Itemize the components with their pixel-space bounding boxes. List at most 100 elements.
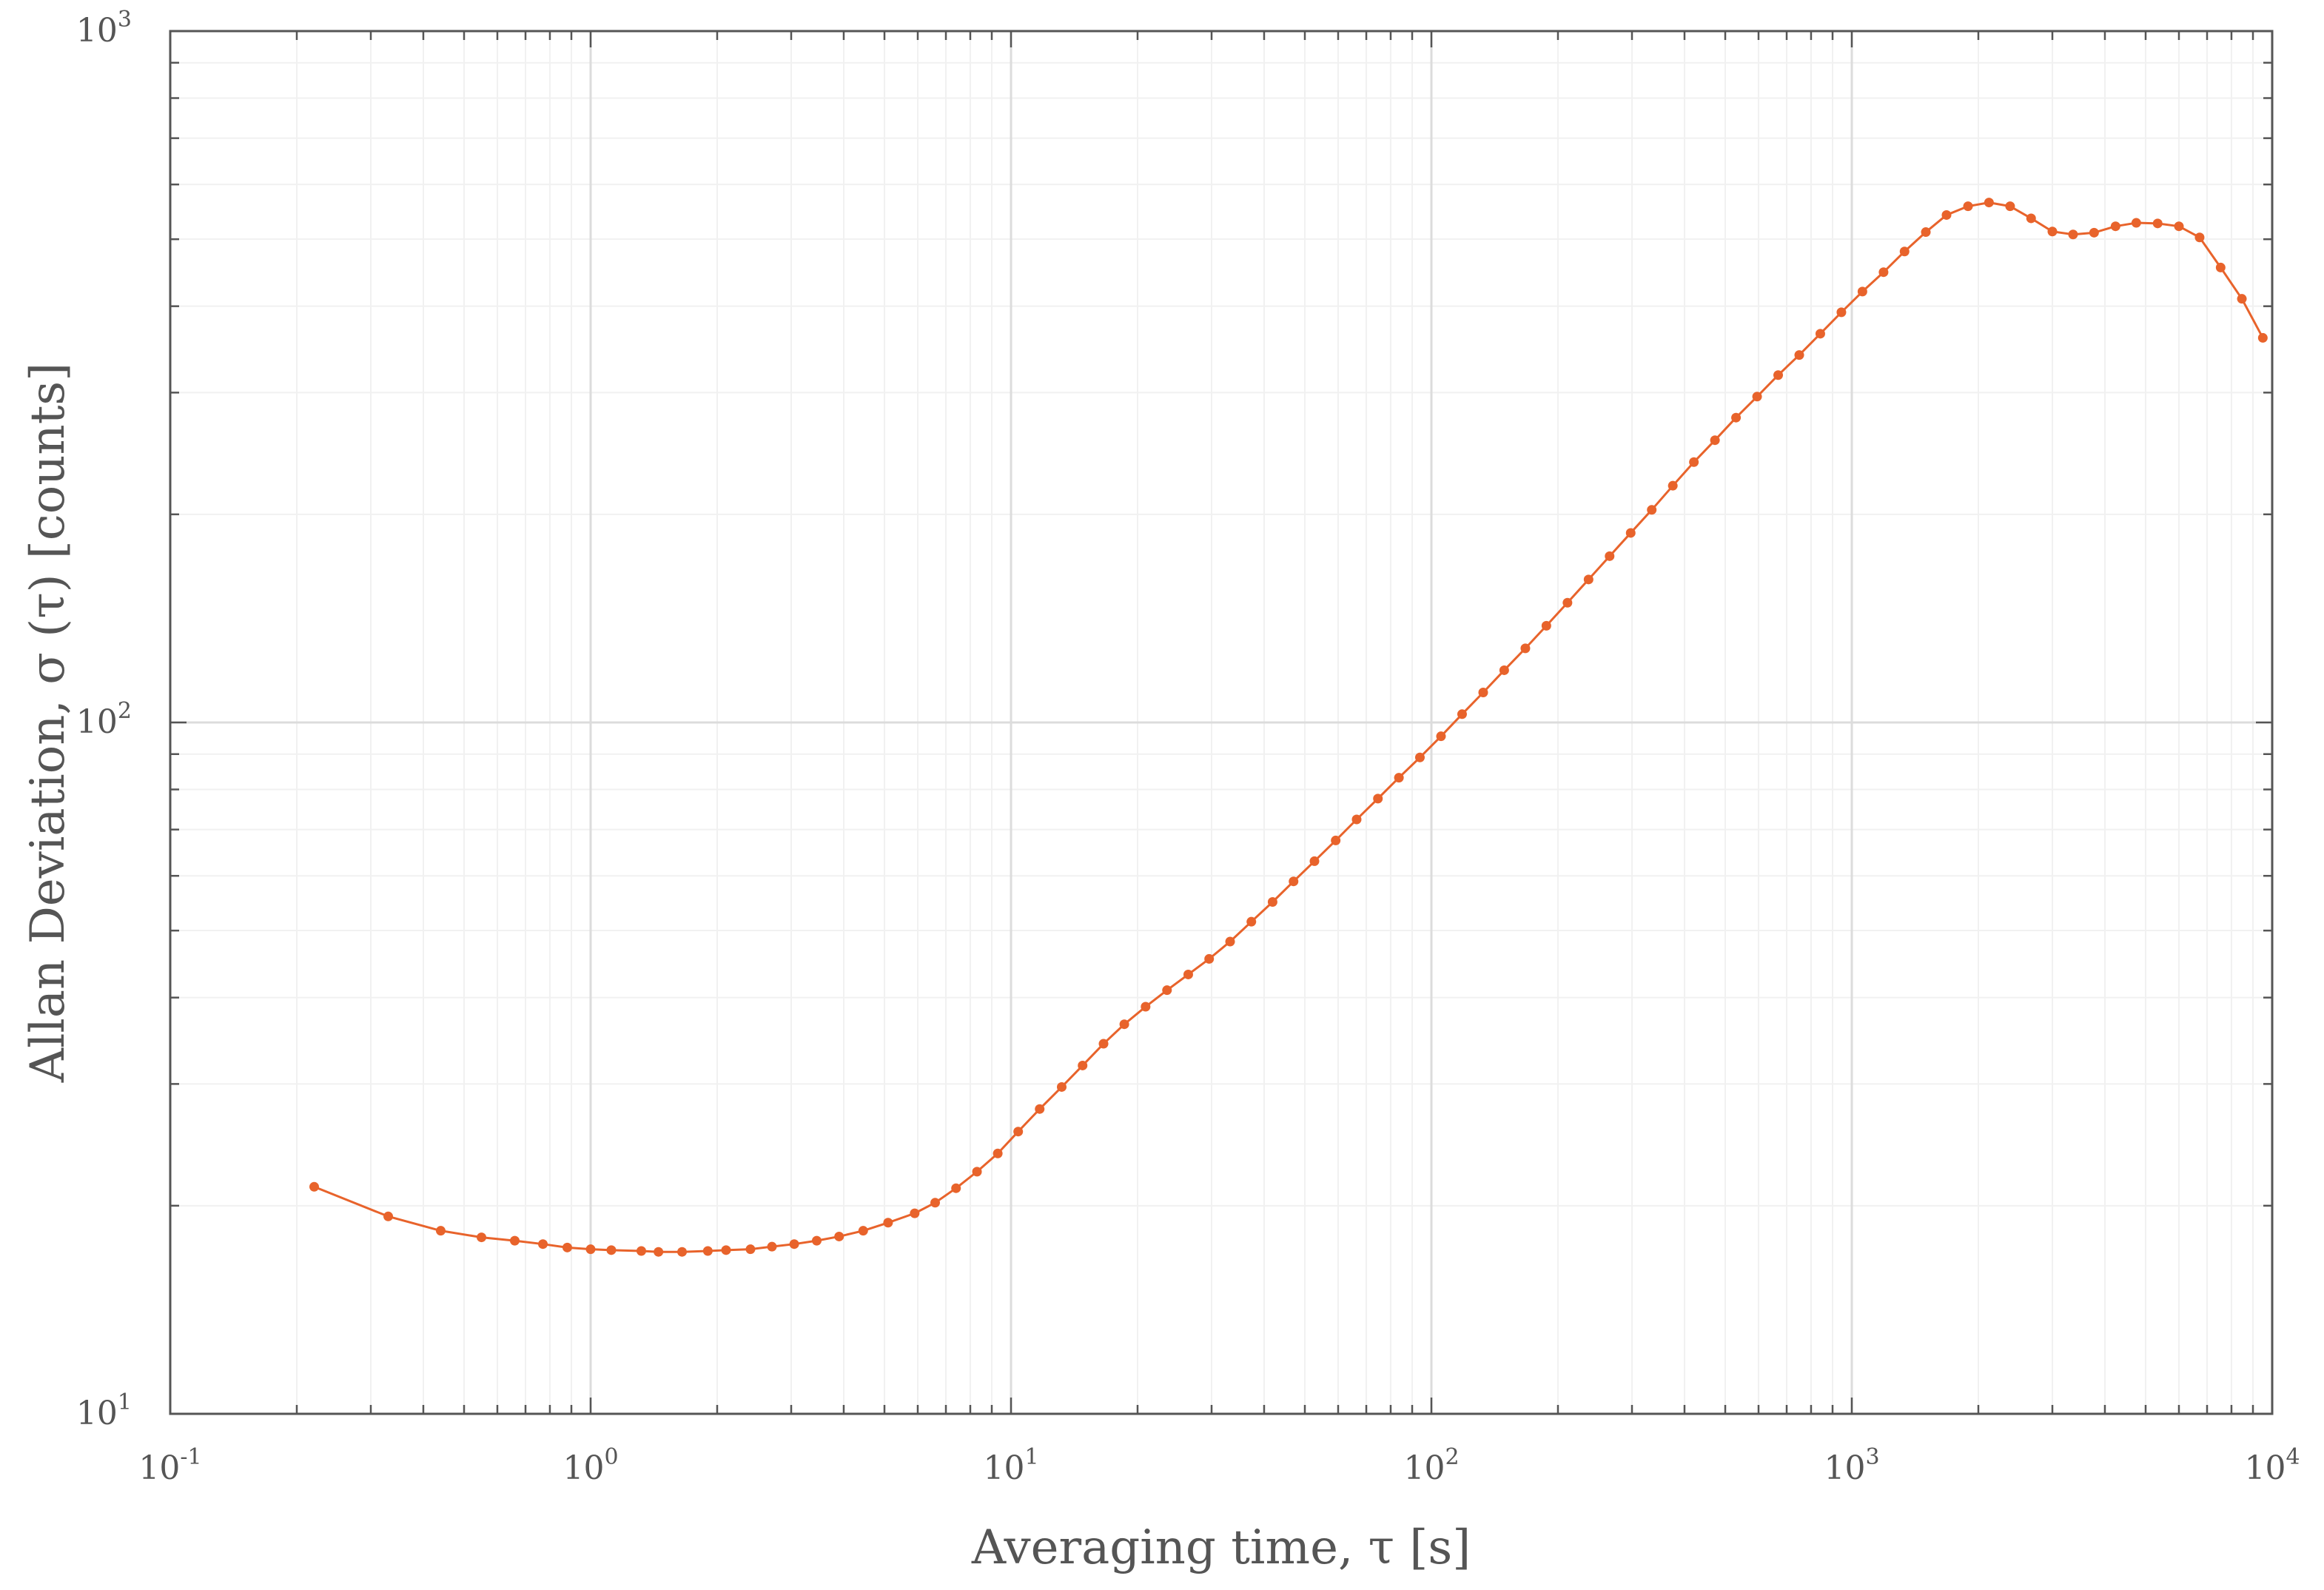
data-point: [1204, 953, 1215, 964]
data-point: [606, 1245, 617, 1255]
data-point: [1013, 1127, 1024, 1137]
tick-exponent: 2: [118, 698, 132, 724]
data-point: [1941, 209, 1952, 220]
data-point: [1878, 267, 1889, 278]
tick-exponent: 1: [1024, 1444, 1038, 1470]
x-tick-label: 10-1: [138, 1444, 201, 1487]
data-point: [1162, 985, 1172, 996]
tick-base: 10: [1403, 1449, 1445, 1487]
data-point: [309, 1181, 319, 1192]
data-point: [2215, 262, 2226, 272]
data-point: [2174, 221, 2184, 232]
data-point: [2194, 232, 2205, 243]
tick-exponent: 2: [1445, 1444, 1459, 1470]
data-point: [1541, 620, 1551, 631]
x-tick-label: 100: [562, 1444, 618, 1487]
data-point: [1963, 201, 1973, 212]
data-point: [1836, 307, 1847, 318]
data-point: [1141, 1002, 1151, 1012]
y-tick-label: 102: [76, 698, 132, 741]
data-point: [2089, 227, 2099, 238]
tick-base: 10: [76, 1395, 118, 1432]
tick-exponent: 1: [118, 1389, 132, 1415]
data-point: [1246, 916, 1257, 927]
y-axis-label: Allan Deviation, σ (τ) [counts]: [21, 363, 75, 1084]
data-point: [1373, 794, 1383, 804]
data-point: [1035, 1104, 1045, 1114]
data-point: [2237, 294, 2247, 304]
data-point: [1583, 574, 1593, 585]
data-point: [2131, 218, 2141, 228]
x-tick-label: 103: [1824, 1444, 1879, 1487]
data-point: [1078, 1060, 1088, 1070]
data-point: [562, 1242, 572, 1252]
data-point: [910, 1208, 920, 1218]
data-point: [585, 1244, 596, 1255]
data-point: [745, 1244, 756, 1255]
data-point: [1478, 688, 1488, 697]
tick-base: 10: [76, 703, 118, 741]
data-point: [1225, 936, 1235, 947]
tick-exponent: -1: [180, 1444, 201, 1470]
data-point: [1457, 709, 1467, 719]
tick-base: 10: [76, 12, 118, 50]
data-point: [883, 1218, 893, 1228]
x-tick-label: 101: [983, 1444, 1038, 1487]
data-point: [721, 1245, 731, 1255]
data-point: [1710, 435, 1720, 446]
data-point: [2005, 201, 2015, 212]
tick-exponent: 4: [2286, 1444, 2300, 1470]
y-tick-label: 103: [76, 7, 132, 50]
data-point: [1562, 597, 1573, 608]
data-point: [1689, 457, 1699, 467]
data-point: [1647, 505, 1657, 515]
data-point: [1773, 370, 1784, 380]
series-layer: [309, 198, 2268, 1257]
x-axis-label: Averaging time, τ [s]: [971, 1520, 1471, 1575]
tick-base: 10: [1824, 1449, 1865, 1487]
data-point: [1267, 897, 1277, 907]
data-point: [654, 1247, 664, 1257]
data-point: [930, 1198, 940, 1208]
data-point: [1857, 286, 1867, 297]
x-tick-label: 104: [2244, 1444, 2300, 1487]
series-0: [309, 198, 2268, 1257]
data-point: [1625, 528, 1636, 538]
data-point: [858, 1226, 868, 1236]
data-point: [2068, 229, 2078, 240]
y-tick-label: 101: [76, 1389, 132, 1432]
data-point: [636, 1246, 646, 1256]
data-point: [1899, 246, 1910, 257]
data-point: [1098, 1039, 1109, 1049]
data-point: [1921, 227, 1931, 238]
data-point: [1752, 392, 1762, 402]
data-point: [1520, 643, 1531, 654]
data-point: [2047, 227, 2058, 237]
data-point: [1351, 814, 1362, 825]
data-point: [2110, 221, 2120, 232]
data-point: [1794, 350, 1804, 360]
data-point: [1605, 551, 1615, 561]
data-point: [477, 1232, 487, 1243]
tick-exponent: 0: [604, 1444, 618, 1470]
data-point: [1119, 1019, 1129, 1030]
data-point: [702, 1246, 713, 1256]
tick-base: 10: [562, 1449, 604, 1487]
data-point: [1815, 329, 1825, 339]
data-point: [1183, 969, 1193, 979]
data-point: [1309, 856, 1320, 866]
data-point: [2257, 332, 2268, 343]
data-point: [1436, 731, 1446, 742]
data-point: [2026, 213, 2036, 224]
data-point: [1731, 412, 1742, 423]
data-point: [677, 1247, 688, 1257]
data-point: [972, 1167, 982, 1177]
data-point: [1414, 752, 1425, 762]
data-point: [1394, 773, 1404, 783]
data-point: [767, 1241, 777, 1252]
tick-base: 10: [2244, 1449, 2286, 1487]
x-tick-labels: 10-1 100 101 102 103 104: [138, 1444, 2300, 1487]
data-point: [1668, 480, 1678, 491]
